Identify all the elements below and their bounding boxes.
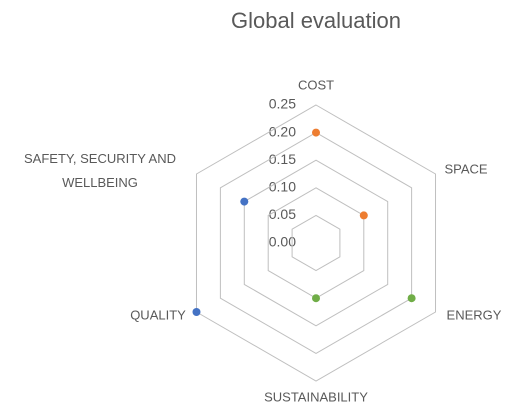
grid-ring xyxy=(219,132,413,354)
data-point xyxy=(407,294,416,303)
grid-ring xyxy=(195,104,437,382)
y-tick-label: 0.15 xyxy=(269,151,296,167)
y-tick-label: 0.20 xyxy=(269,123,296,139)
y-tick-label: 0.10 xyxy=(269,179,296,195)
category-label: COST xyxy=(298,77,334,92)
y-tick-label: 0.25 xyxy=(269,96,296,112)
data-point xyxy=(312,294,320,303)
category-label: QUALITY xyxy=(130,307,186,322)
data-point xyxy=(192,308,201,316)
data-point xyxy=(240,197,249,206)
category-label: SUSTAINABILITY xyxy=(264,389,368,404)
data-point xyxy=(312,128,320,137)
y-tick-label: 0.05 xyxy=(269,206,296,222)
category-label: SAFETY, SECURITY AND WELLBEING xyxy=(24,151,176,190)
category-label: SPACE xyxy=(444,161,487,176)
grid-ring xyxy=(291,214,341,272)
y-tick-label: 0.00 xyxy=(269,234,296,250)
chart-title: Global evaluation xyxy=(231,8,401,33)
category-label: ENERGY xyxy=(447,307,502,322)
data-point xyxy=(359,211,368,220)
